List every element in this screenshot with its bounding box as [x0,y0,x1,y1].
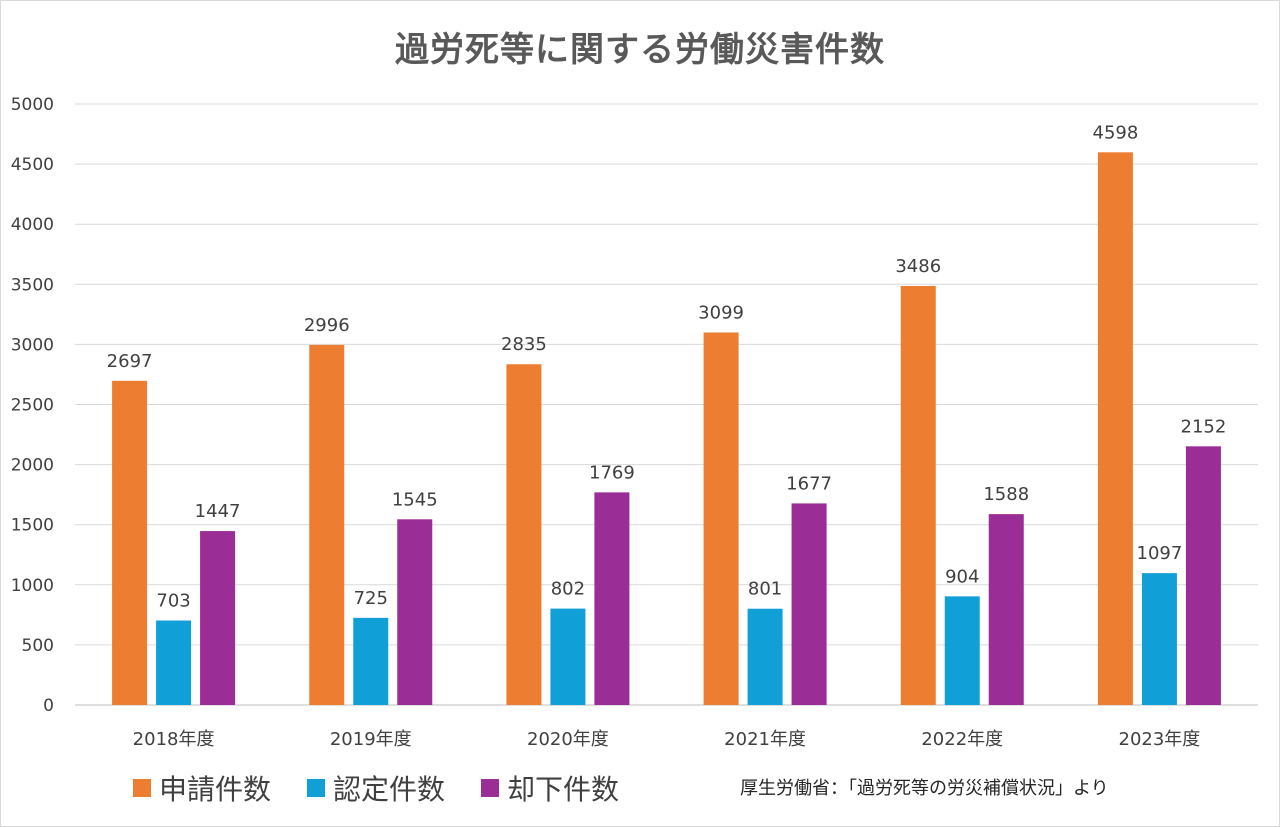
bar [550,608,586,705]
legend-item-applications: 申請件数 [133,768,271,808]
bar [156,620,192,705]
bar [747,608,783,705]
bar [200,531,236,705]
bar [112,380,148,705]
y-tick-label: 1000 [11,576,54,596]
data-label: 904 [945,566,979,587]
data-label: 802 [551,579,585,600]
bar [506,364,542,705]
data-label: 4598 [1093,122,1139,143]
bar [900,285,936,705]
y-tick-label: 0 [43,696,54,716]
x-tick-label: 2021年度 [724,729,806,750]
x-tick-label: 2022年度 [921,729,1003,750]
data-label: 1677 [786,473,832,494]
y-tick-label: 2500 [11,396,54,416]
x-tick-label: 2020年度 [527,729,609,750]
data-label: 1769 [589,462,635,483]
data-label: 2835 [501,334,547,355]
y-tick-label: 5000 [11,95,54,115]
data-label: 3099 [698,303,744,324]
bar [703,332,739,705]
y-tick-label: 3000 [11,335,54,355]
legend-item-rejected: 却下件数 [481,768,619,808]
bar [594,492,630,705]
legend-swatch-rejected [481,779,500,797]
data-label: 1097 [1137,543,1183,564]
bar [944,596,980,705]
y-tick-label: 500 [22,636,54,656]
data-label: 3486 [895,256,941,277]
bar [791,503,827,705]
bar [309,344,345,705]
legend-label-rejected: 却下件数 [507,773,620,806]
bar [1141,573,1177,705]
y-tick-label: 4500 [11,155,54,175]
data-label: 2996 [304,315,350,336]
bar [397,519,433,705]
bar [1097,152,1133,705]
y-tick-label: 4000 [11,215,54,235]
x-tick-label: 2019年度 [330,729,412,750]
legend-label-approved: 認定件数 [333,773,446,806]
legend-swatch-approved [307,779,326,797]
bar [353,617,389,705]
source-note: 厚生労働省：「過労死等の労災補償状況」より [740,778,1109,799]
data-label: 703 [156,590,190,611]
y-tick-label: 2000 [11,456,54,476]
x-tick-label: 2018年度 [133,729,215,750]
legend: 申請件数 認定件数 却下件数 [133,768,655,808]
x-tick-label: 2023年度 [1119,729,1201,750]
bar [988,514,1024,705]
legend-item-approved: 認定件数 [307,768,445,808]
data-label: 1545 [392,489,438,510]
data-label: 801 [748,579,782,600]
y-tick-label: 3500 [11,275,54,295]
legend-label-applications: 申請件数 [159,773,272,806]
bar [1185,446,1221,705]
data-label: 1447 [195,501,241,522]
data-label: 2697 [107,351,153,372]
chart-title: 過労死等に関する労働災害件数 [395,30,885,70]
y-tick-label: 1500 [11,516,54,536]
data-label: 2152 [1181,416,1227,437]
legend-swatch-applications [133,779,151,797]
data-label: 1588 [983,484,1029,505]
data-label: 725 [354,588,388,609]
